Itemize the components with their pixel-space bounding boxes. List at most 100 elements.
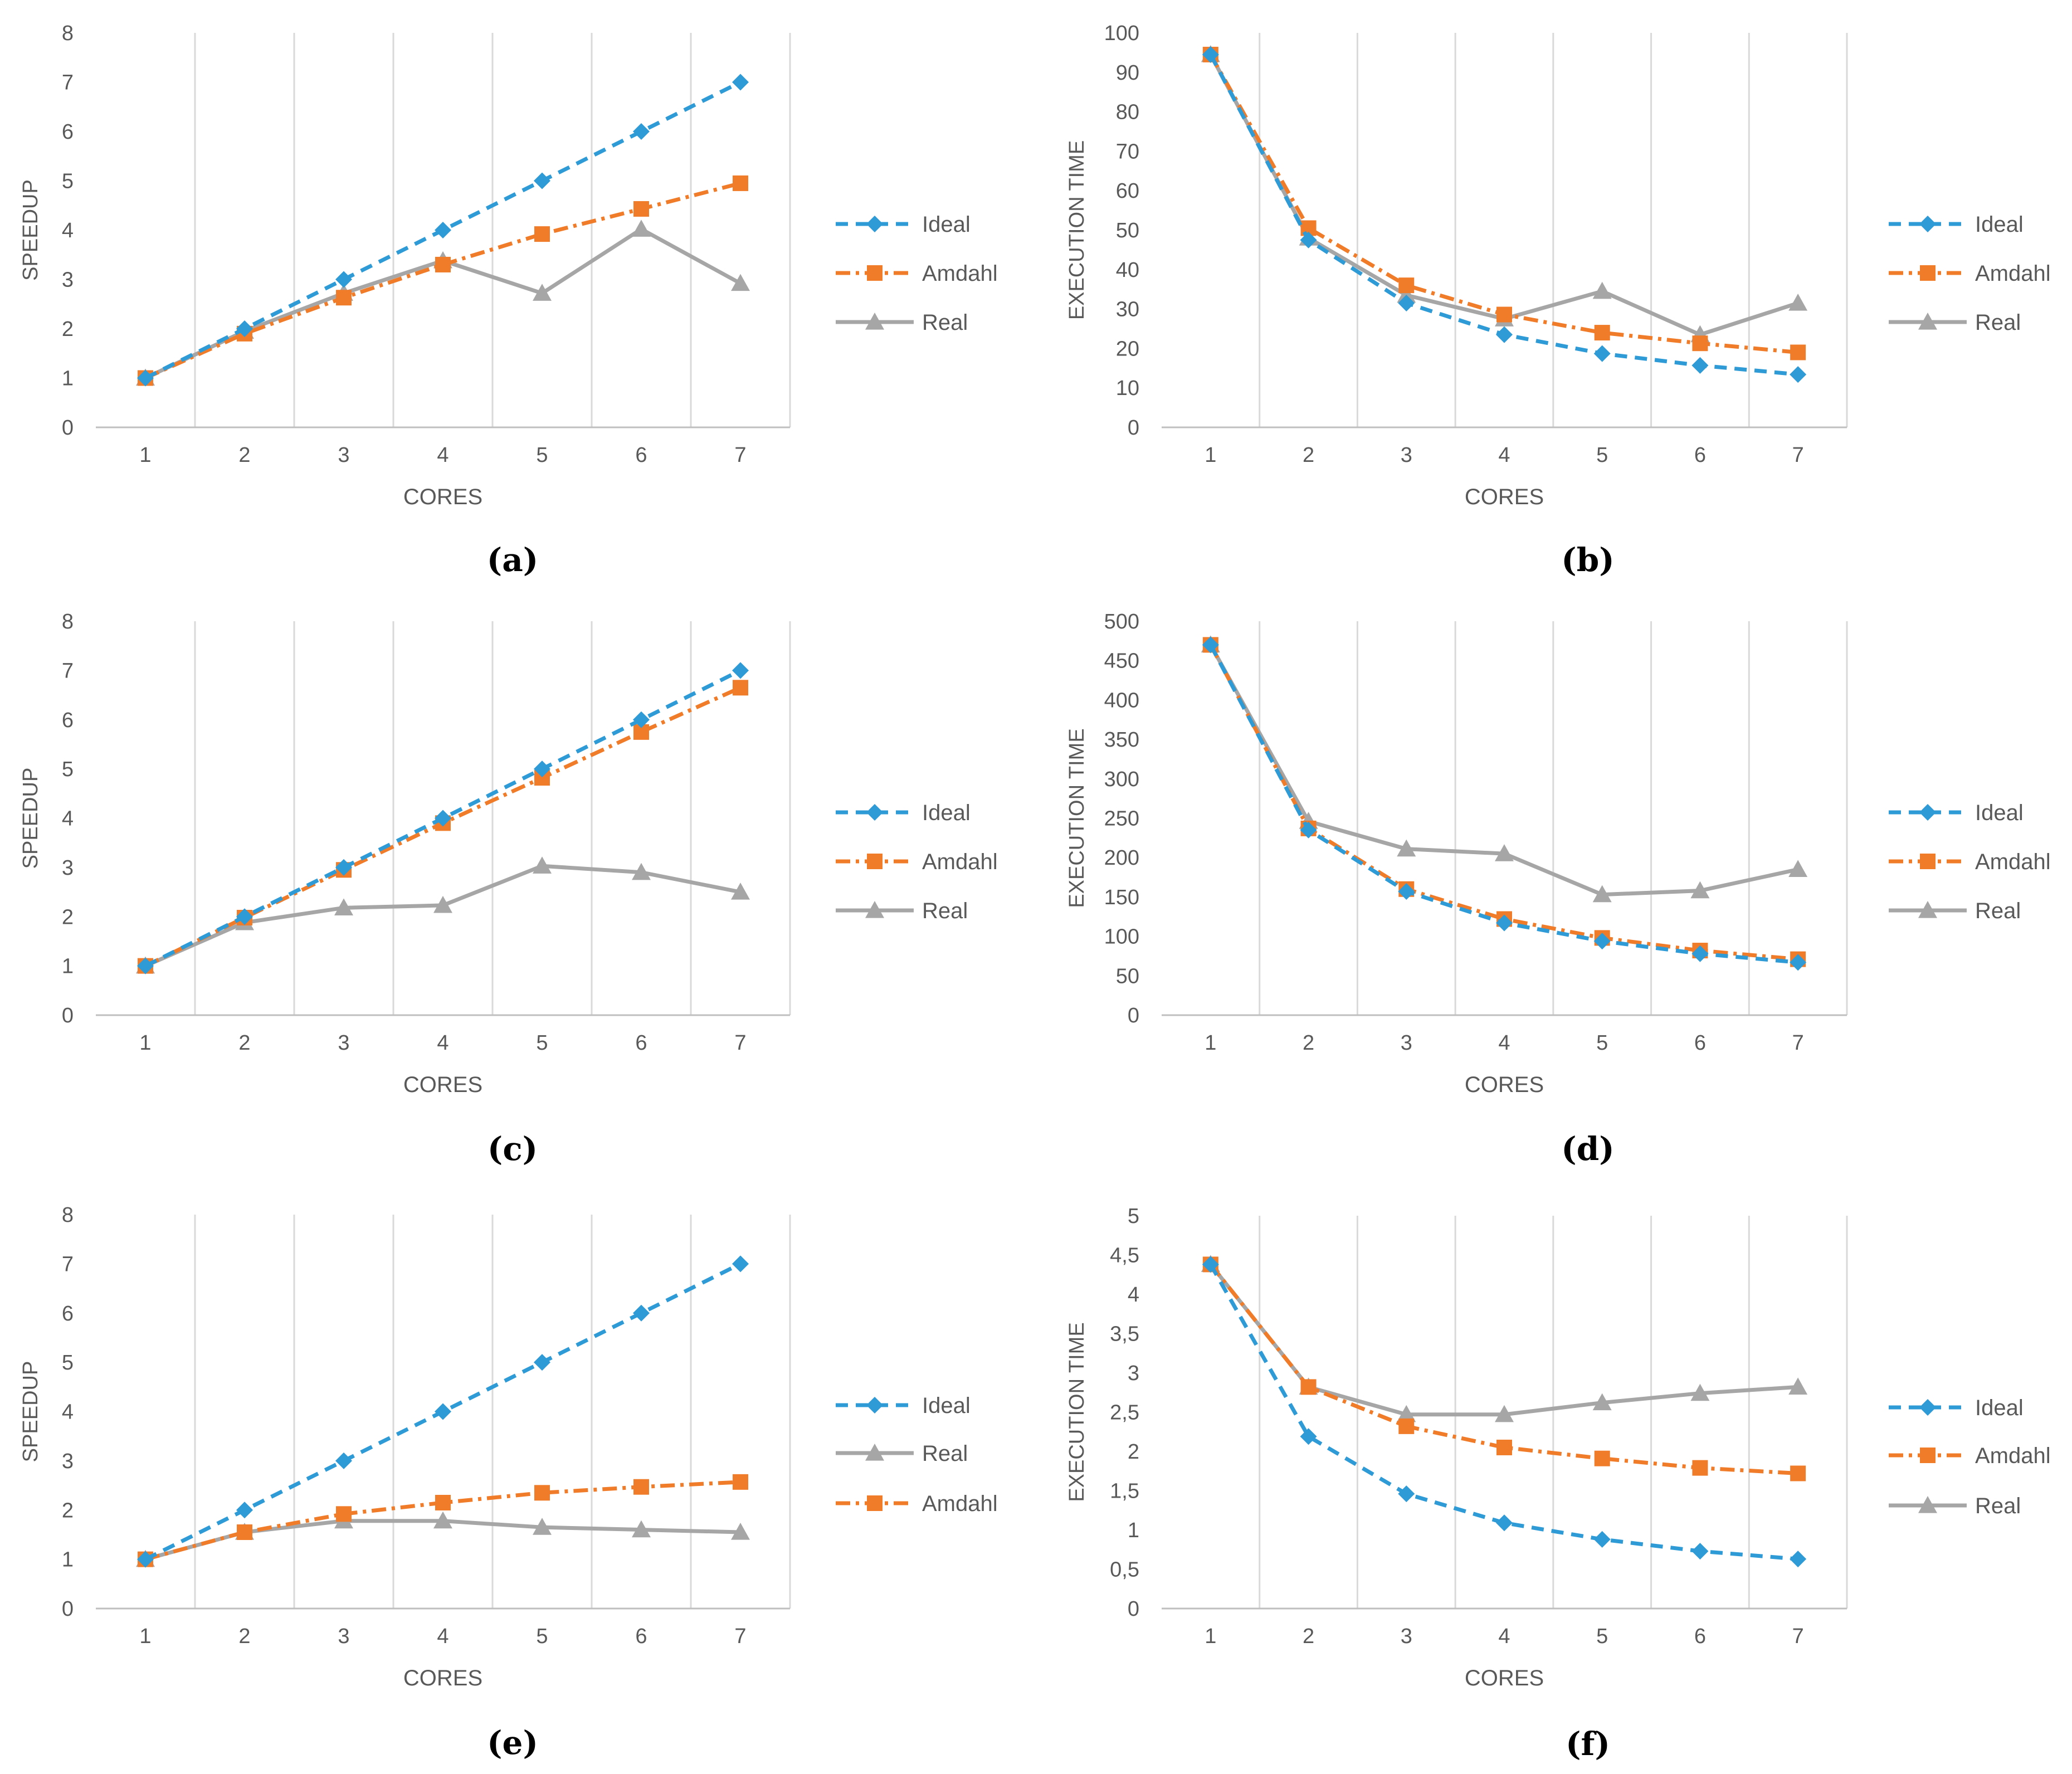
data-point-ideal	[236, 1502, 253, 1519]
y-tick-label: 50	[1116, 964, 1139, 988]
y-axis-title: EXECUTION TIME	[1065, 140, 1089, 320]
x-tick-label: 6	[1694, 1031, 1706, 1055]
legend-marker	[1919, 804, 1936, 821]
legend-marker	[866, 804, 883, 821]
y-tick-label: 7	[62, 71, 74, 95]
y-axis-title: EXECUTION TIME	[1065, 728, 1089, 908]
x-tick-label: 6	[635, 1031, 647, 1055]
data-point-real	[731, 883, 750, 900]
x-tick-label: 2	[238, 1625, 250, 1648]
y-tick-label: 4	[62, 807, 74, 831]
data-point-amdahl	[1398, 277, 1415, 294]
y-tick-label: 10	[1116, 377, 1139, 400]
y-tick-label: 3	[62, 1450, 74, 1473]
data-point-real	[632, 1520, 651, 1538]
x-tick-label: 4	[1498, 1625, 1510, 1648]
x-tick-label: 3	[1401, 1625, 1412, 1648]
x-tick-label: 6	[635, 1625, 647, 1648]
y-tick-label: 4,5	[1110, 1244, 1139, 1268]
legend-label: Amdahl	[922, 261, 998, 286]
data-point-real	[334, 898, 353, 915]
legend-marker	[866, 216, 883, 232]
chart-panel-d: 0 50 100 150 200 250 300 350 400 450 500 1 2 3 4 5 6 7 COR…	[1065, 610, 2051, 1168]
data-point-ideal	[1496, 326, 1513, 343]
data-point-amdahl	[1790, 344, 1806, 360]
legend-marker	[1920, 1448, 1936, 1463]
legend-label: Ideal	[1975, 1396, 2024, 1420]
data-point-amdahl	[435, 1494, 451, 1510]
y-tick-label: 8	[62, 22, 74, 45]
x-tick-label: 7	[1792, 444, 1804, 467]
data-point-ideal	[335, 859, 352, 876]
data-point-amdahl	[237, 1524, 252, 1541]
y-tick-label: 5	[62, 758, 74, 781]
series-real	[136, 856, 750, 974]
data-point-ideal	[1790, 954, 1807, 971]
y-tick-label: 3	[1128, 1362, 1139, 1385]
series-amdahl	[138, 175, 748, 386]
data-point-ideal	[435, 810, 451, 827]
data-point-ideal	[1496, 1514, 1513, 1532]
legend-label: Real	[922, 310, 968, 335]
legend-item-ideal: Ideal	[1889, 212, 2024, 237]
legend-marker	[1920, 265, 1936, 281]
data-point-ideal	[335, 271, 352, 288]
legend-label: Amdahl	[922, 850, 998, 874]
legend-label: Ideal	[922, 212, 971, 237]
legend-label: Ideal	[922, 801, 971, 825]
x-tick-label: 1	[139, 1625, 151, 1648]
legend-item-amdahl: Amdahl	[1889, 850, 2051, 874]
series-line-amdahl	[144, 181, 741, 380]
y-tick-label: 2	[1128, 1440, 1139, 1464]
data-point-ideal	[137, 1551, 154, 1568]
panel-caption: (a)	[487, 541, 538, 579]
legend-item-ideal: Ideal	[836, 801, 971, 825]
legend-marker	[865, 1444, 884, 1461]
y-tick-label: 4	[62, 219, 74, 242]
data-point-real	[1495, 1405, 1514, 1422]
legend-marker	[1919, 216, 1936, 232]
data-point-amdahl	[1496, 306, 1512, 323]
data-point-real	[731, 274, 750, 291]
data-point-ideal	[1691, 945, 1709, 962]
data-point-real	[731, 1523, 750, 1540]
data-point-ideal	[1398, 883, 1415, 900]
legend-marker	[866, 1397, 883, 1414]
y-tick-label: 0	[62, 416, 74, 440]
data-point-amdahl	[633, 201, 649, 217]
data-point-ideal	[1593, 933, 1611, 950]
x-tick-label: 2	[1303, 1031, 1314, 1055]
series-line-real	[1209, 1263, 1798, 1417]
x-tick-label: 1	[1205, 444, 1216, 467]
x-tick-label: 5	[1596, 1625, 1608, 1648]
legend-item-amdahl: Amdahl	[836, 261, 998, 286]
y-axis-title: SPEEDUP	[19, 1361, 42, 1463]
data-point-ideal	[1300, 231, 1317, 248]
data-point-ideal	[236, 320, 253, 337]
data-point-ideal	[1398, 1485, 1415, 1503]
y-tick-label: 1	[62, 1548, 74, 1572]
legend-label: Amdahl	[922, 1492, 998, 1516]
y-tick-label: 40	[1116, 259, 1139, 282]
y-tick-label: 500	[1104, 610, 1139, 633]
data-point-amdahl	[733, 175, 748, 191]
y-tick-label: 0	[1128, 1597, 1139, 1621]
legend-marker	[867, 265, 883, 281]
data-point-ideal	[236, 908, 253, 925]
y-tick-label: 1	[62, 955, 74, 978]
x-tick-label: 1	[139, 1031, 151, 1055]
data-point-real	[1397, 1405, 1416, 1422]
x-tick-label: 3	[338, 1625, 349, 1648]
data-point-amdahl	[534, 1485, 550, 1501]
x-tick-label: 7	[734, 1031, 746, 1055]
data-point-real	[1788, 293, 1808, 311]
data-point-ideal	[1790, 1551, 1807, 1568]
data-point-real	[1495, 844, 1514, 861]
panel-caption: (f)	[1566, 1725, 1610, 1763]
x-tick-label: 7	[734, 444, 746, 467]
data-point-real	[632, 862, 651, 880]
x-tick-label: 2	[238, 1031, 250, 1055]
legend-item-ideal: Ideal	[836, 212, 971, 237]
x-tick-label: 3	[338, 444, 349, 467]
x-tick-label: 4	[437, 1625, 448, 1648]
